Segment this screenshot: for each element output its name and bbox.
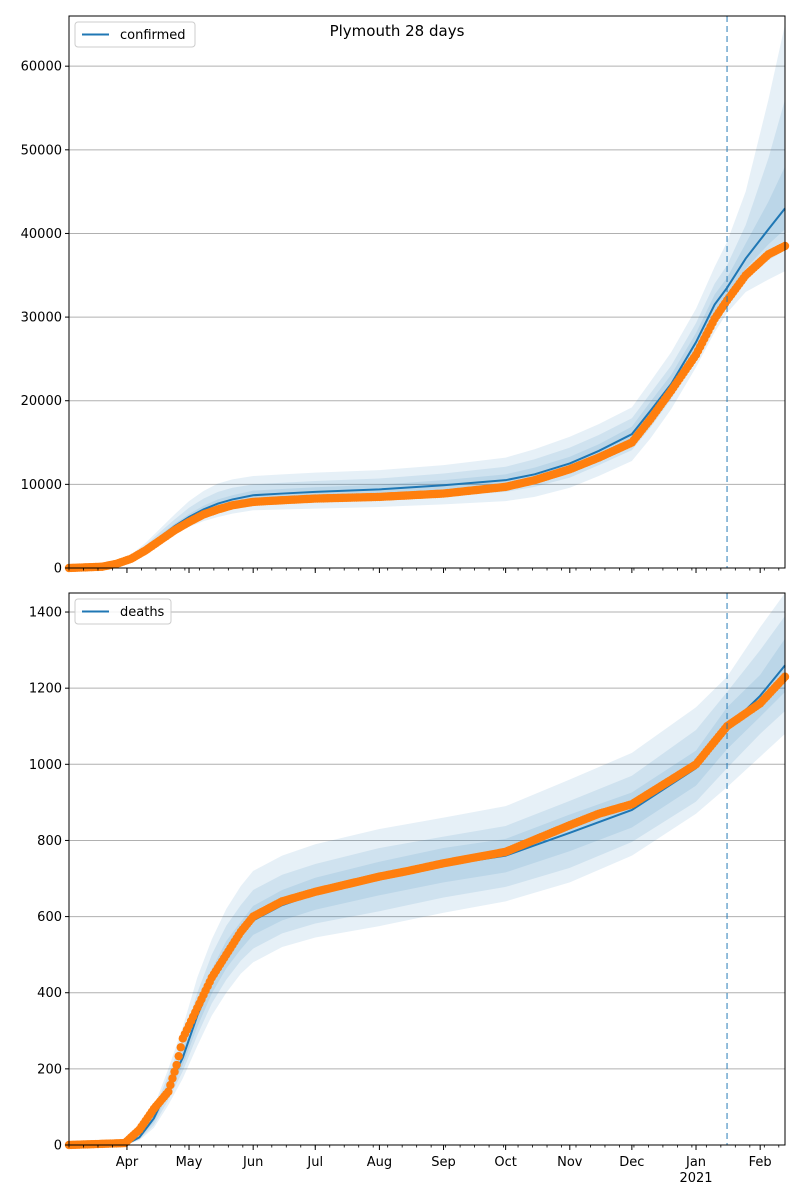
- observed-point: [166, 1080, 175, 1090]
- y-tick-label: 600: [37, 910, 62, 925]
- x-tick-label: Sep: [431, 1155, 456, 1170]
- y-tick-label: 40000: [21, 227, 62, 242]
- legend-box: [74, 598, 172, 625]
- x-tick-label: May: [176, 1155, 203, 1170]
- x-tick-label: Feb: [749, 1155, 772, 1170]
- x-tick-label: Nov: [557, 1155, 583, 1170]
- confidence-band: [69, 615, 785, 1145]
- confidence-band: [69, 24, 785, 568]
- y-tick-label: 30000: [21, 311, 62, 326]
- y-tick-label: 1200: [29, 682, 62, 697]
- observed-point: [170, 1067, 179, 1076]
- y-tick-label: 0: [54, 562, 62, 577]
- x-tick-label: Oct: [494, 1155, 516, 1170]
- legend-label: deaths: [120, 605, 165, 620]
- x-tick-label: Dec: [619, 1155, 644, 1170]
- x-year-label: 2021: [679, 1171, 712, 1186]
- observed-point: [172, 1060, 181, 1070]
- y-tick-label: 1400: [29, 606, 62, 621]
- y-tick-label: 20000: [21, 394, 62, 409]
- x-tick-label: Apr: [116, 1155, 139, 1170]
- observed-point: [164, 1087, 173, 1096]
- x-tick-label: Aug: [367, 1155, 392, 1170]
- y-tick-label: 0: [54, 1139, 62, 1154]
- x-tick-label: Jul: [306, 1155, 323, 1170]
- legend-label: confirmed: [120, 28, 186, 43]
- y-tick-label: 400: [37, 986, 62, 1001]
- observed-point: [176, 1043, 185, 1052]
- y-tick-label: 200: [37, 1062, 62, 1077]
- legend-box: [74, 21, 196, 48]
- y-tick-label: 10000: [21, 478, 62, 493]
- observed-point: [168, 1074, 177, 1083]
- x-tick-label: Jan: [685, 1155, 706, 1170]
- plot-frame: [68, 15, 786, 569]
- y-tick-label: 800: [37, 834, 62, 849]
- x-tick-label: Jun: [242, 1155, 263, 1170]
- observed-point: [174, 1051, 183, 1061]
- confidence-band: [69, 166, 785, 568]
- y-tick-label: 60000: [21, 60, 62, 75]
- y-tick-label: 50000: [21, 143, 62, 158]
- confirmed-panel: 0 10000 20000 30000 40000 50000 60000 confirmed: [21, 15, 790, 577]
- y-tick-label: 1000: [29, 758, 62, 773]
- deaths-panel: 0 200 400 600 800 1000 1200 1400 Apr May Jun Jul Aug…: [29, 592, 790, 1186]
- figure-title: Plymouth 28 days: [330, 22, 465, 40]
- plot-frame: [68, 592, 786, 1146]
